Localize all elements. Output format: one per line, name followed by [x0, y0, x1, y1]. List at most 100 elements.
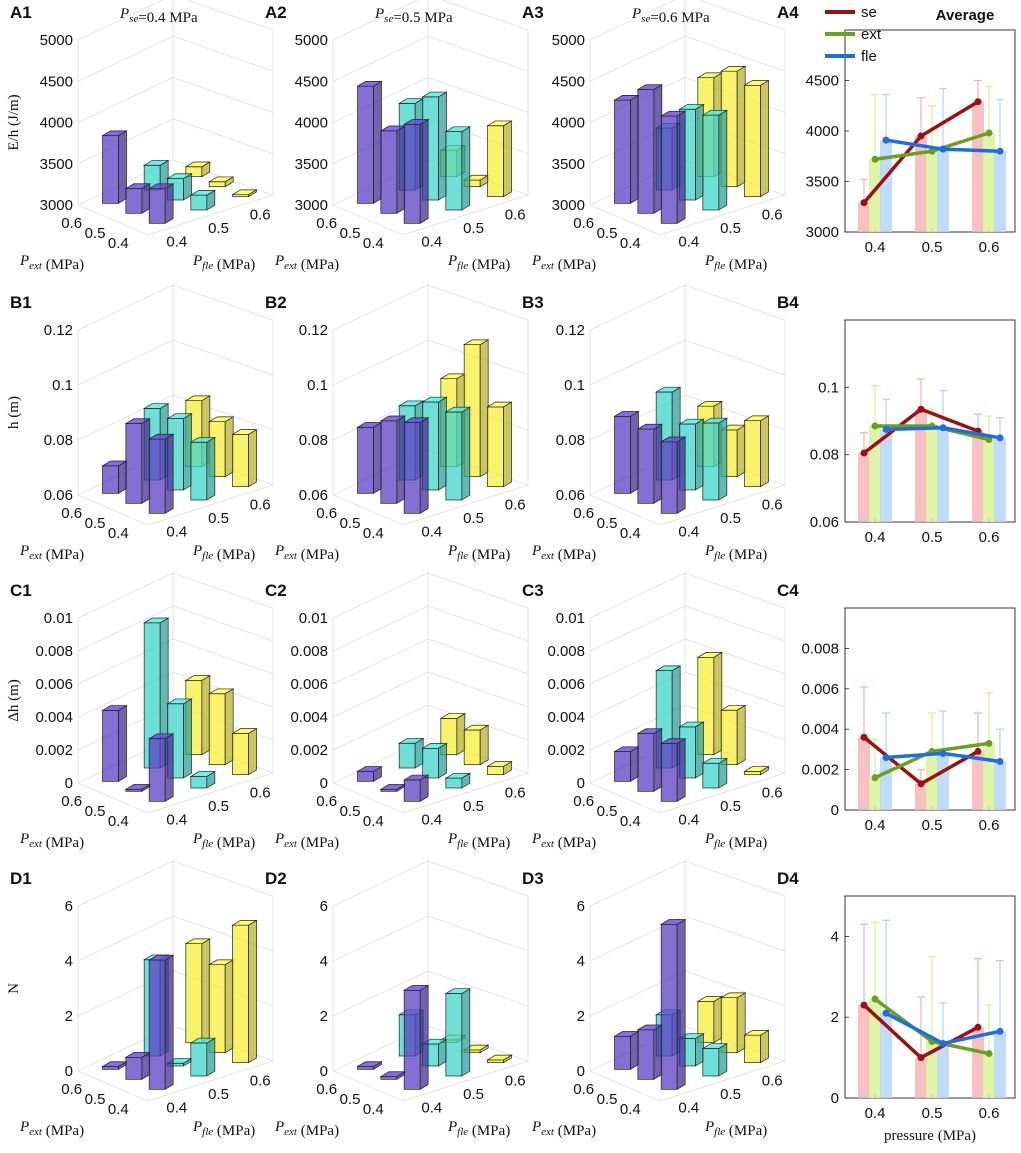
z-tick-label: 0.12 — [44, 322, 73, 339]
bar-front-face — [380, 130, 398, 214]
bar-side-face — [503, 401, 512, 488]
bar-0.5-0.4 — [379, 125, 407, 214]
z-tick-label: 0 — [577, 1063, 585, 1080]
fle-tick-label: 0.6 — [762, 497, 783, 514]
gridline — [441, 0, 529, 31]
mean-bar-se — [915, 1057, 927, 1098]
bar-front-face — [637, 89, 655, 214]
mean-bar-se — [972, 101, 984, 233]
bar-top-face — [486, 120, 513, 127]
z-tick-label: 0.004 — [35, 709, 73, 726]
bar-top-face — [402, 417, 430, 423]
point-se — [860, 1001, 868, 1009]
bar-top-face — [486, 761, 513, 767]
z-tick-label: 3500 — [40, 156, 73, 173]
bar-side-face — [676, 110, 686, 224]
y-tick-label: 0.08 — [810, 447, 839, 464]
gridline — [659, 194, 786, 236]
bar-top-face — [678, 104, 705, 110]
mean-bar-ext — [869, 426, 881, 522]
fle-tick-label: 0.4 — [166, 811, 187, 828]
gridline — [427, 284, 529, 321]
z-tick-label: 3500 — [295, 156, 328, 173]
point-fle — [939, 424, 947, 432]
bar-0.6-0.4 — [101, 130, 128, 204]
panel-id-label: A1 — [10, 3, 32, 22]
ext-tick-label: 0.4 — [620, 525, 641, 542]
fle-tick-label: 0.4 — [421, 811, 442, 828]
z-tick-label: 3000 — [295, 197, 328, 214]
bar-front-face — [660, 923, 678, 1090]
z-axis-label: N — [6, 983, 22, 994]
gridline — [332, 970, 429, 1017]
gridline — [659, 1060, 786, 1102]
bar-side-face — [164, 183, 174, 224]
ext-tick-label: 0.6 — [573, 1081, 594, 1098]
bar-top-face — [147, 433, 175, 440]
bar-top-face — [439, 713, 467, 719]
ext-tick-label: 0.4 — [363, 525, 384, 542]
z-tick-label: 0.008 — [35, 643, 73, 660]
bar-top-face — [231, 189, 258, 196]
fle-tick-label: 0.4 — [421, 1099, 442, 1116]
point-fle — [939, 749, 947, 757]
fle-tick-label: 0.4 — [678, 233, 699, 250]
ext-tick-label: 0.4 — [620, 1101, 641, 1118]
gridline — [427, 605, 529, 642]
bar-0.4-0.4 — [659, 918, 687, 1090]
bar-top-face — [421, 91, 448, 98]
bar-front-face — [102, 465, 119, 494]
bar-0.4-0.6 — [743, 79, 770, 198]
bar-0.4-0.4 — [402, 118, 430, 224]
ext-tick-label: 0.6 — [316, 215, 337, 232]
mean-bar-se — [858, 1005, 870, 1098]
y-axis-label: Pfle (MPa) — [447, 543, 510, 563]
bar-0.4-0.5 — [444, 988, 472, 1077]
gridline — [186, 0, 274, 31]
bar-front-face — [357, 771, 374, 782]
gridline — [172, 605, 274, 642]
bar-front-face — [403, 123, 421, 224]
ext-tick-label: 0.5 — [85, 515, 106, 532]
gridline — [402, 484, 529, 526]
y-tick-label: 4000 — [806, 123, 839, 140]
x-tick-label: 0.4 — [865, 529, 886, 546]
mean-bar-fle — [880, 429, 892, 522]
fle-tick-label: 0.5 — [463, 220, 484, 237]
bar-top-face — [444, 126, 472, 132]
panel-A4: 3000 3500 4000 4500 0.4 0.5 0.6 se ext fle Average… — [777, 3, 1016, 256]
bar-0.4-0.4 — [147, 183, 175, 224]
bar-side-face — [676, 436, 686, 514]
bar-0.4-0.6 — [231, 189, 258, 198]
bar-front-face — [148, 959, 166, 1090]
mean-bar-fle — [937, 753, 949, 810]
bar-top-face — [101, 705, 128, 711]
z-tick-label: 0.1 — [307, 377, 328, 394]
gridline — [684, 970, 786, 1007]
bar-top-face — [207, 688, 235, 695]
ext-tick-label: 0.4 — [108, 1101, 129, 1118]
z-tick-label: 0.06 — [556, 487, 585, 504]
bar-front-face — [744, 1034, 761, 1064]
gridline — [402, 1060, 529, 1102]
bar-top-face — [166, 173, 193, 179]
bar-side-face — [164, 433, 174, 514]
point-se — [974, 747, 982, 755]
panel-id-label: C4 — [777, 581, 799, 600]
gridline — [172, 35, 274, 72]
bar-front-face — [102, 710, 119, 782]
bar-side-face — [653, 728, 663, 792]
mean-bar-ext — [869, 777, 881, 810]
bar-front-face — [102, 135, 119, 204]
y-tick-label: 0.1 — [818, 379, 839, 396]
bar-top-face — [659, 110, 687, 117]
bar-side-face — [419, 118, 429, 224]
bar-0.5-0.4 — [636, 1024, 664, 1080]
